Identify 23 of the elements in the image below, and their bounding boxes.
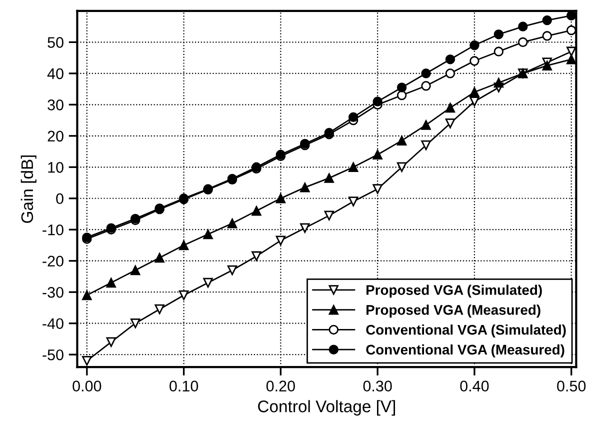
x-tick-label: 0.00 (72, 380, 102, 392)
y-tick-label: -10 (42, 224, 64, 236)
x-tick-label: 0.10 (170, 380, 198, 392)
legend-label: Proposed VGA (Measured) (366, 304, 540, 318)
y-tick-label: 50 (48, 37, 64, 48)
y-tick-label: 30 (48, 100, 64, 110)
x-tick-label: 0.40 (460, 380, 489, 392)
x-axis-title: Control Voltage [V] (258, 400, 396, 416)
y-tick-label: -40 (42, 318, 64, 330)
legend-label: Proposed VGA (Simulated) (366, 284, 542, 298)
y-tick-label: 20 (48, 130, 64, 142)
y-tick-label: 40 (47, 68, 64, 80)
y-tick-label: -30 (42, 286, 64, 298)
y-tick-label: -50 (42, 349, 64, 360)
y-tick-label: -20 (42, 256, 64, 267)
x-tick-label: 0.50 (557, 380, 586, 392)
y-tick-label: 10 (48, 162, 64, 173)
x-tick-label: 0.30 (363, 380, 392, 392)
legend-label: Conventional VGA (Measured) (366, 344, 564, 358)
x-tick-label: 0.20 (266, 380, 295, 392)
legend-label: Conventional VGA (Simulated) (366, 324, 566, 338)
y-tick-label: 0 (56, 193, 64, 204)
y-axis-title: Gain [dB] (20, 155, 36, 223)
